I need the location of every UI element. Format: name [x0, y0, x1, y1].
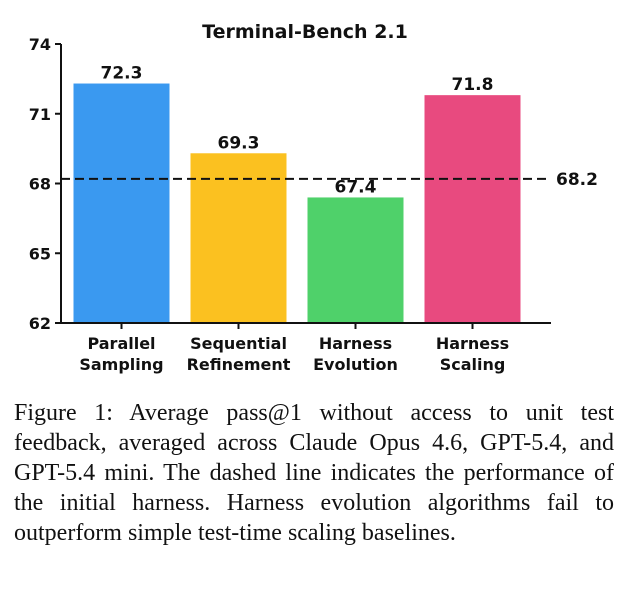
y-tick-label: 68	[29, 175, 51, 194]
y-tick-label: 62	[29, 314, 51, 333]
x-tick-label: Harness	[436, 334, 509, 353]
x-tick-label: Sampling	[79, 355, 163, 374]
x-tick-label: Sequential	[190, 334, 287, 353]
bar-value-label: 67.4	[335, 177, 377, 197]
bar	[190, 153, 287, 323]
plot-area: 72.3 Parallel Sampling 69.3 Sequential Refine…	[29, 35, 598, 374]
figure-caption: Figure 1: Average pass@1 without access …	[14, 400, 614, 546]
x-tick-label: Scaling	[440, 355, 506, 374]
x-tick-label: Parallel	[87, 334, 155, 353]
bar-value-label: 71.8	[452, 75, 494, 95]
bar-value-label: 72.3	[101, 64, 143, 84]
bar	[424, 95, 521, 324]
y-tick-label: 65	[29, 244, 51, 263]
x-tick-label: Evolution	[313, 355, 398, 374]
baseline-label: 68.2	[556, 170, 598, 190]
x-tick-label: Harness	[319, 334, 392, 353]
y-tick-label: 74	[29, 35, 51, 54]
bar-value-label: 69.3	[218, 133, 260, 153]
y-tick-label: 71	[29, 105, 51, 124]
bar	[73, 83, 170, 324]
x-tick-label: Refinement	[187, 355, 291, 374]
bar-chart: Terminal-Bench 2.1 72.3 Parallel Sampling 6…	[29, 21, 598, 374]
bar	[307, 197, 404, 323]
chart-title: Terminal-Bench 2.1	[202, 21, 408, 43]
